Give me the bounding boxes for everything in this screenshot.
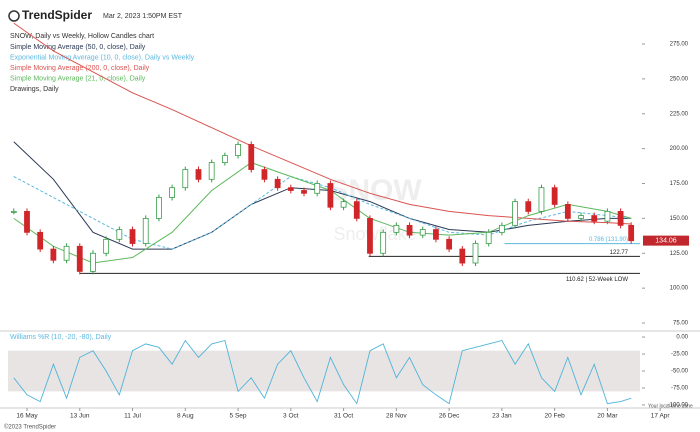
- y-tick-label: -25.00: [671, 352, 689, 358]
- y-tick-label: 75.00: [673, 321, 689, 327]
- candle: [459, 248, 466, 264]
- legend-entry: Exponential Moving Average (10, 0, close…: [10, 54, 195, 61]
- level-label: 0.786 (131.90): [589, 237, 628, 243]
- candle: [182, 169, 189, 189]
- candle: [604, 211, 611, 222]
- logo-icon: [8, 10, 20, 22]
- candle: [63, 245, 70, 261]
- x-tick-label: 8 Aug: [177, 413, 194, 420]
- x-tick-label: 5 Sep: [230, 413, 247, 420]
- y-tick-label: 175.00: [670, 181, 689, 187]
- candle: [208, 162, 215, 180]
- candle: [261, 169, 268, 180]
- candle: [419, 229, 426, 236]
- candle: [340, 201, 347, 208]
- candle: [327, 183, 334, 208]
- x-tick-label: 23 Jan: [492, 413, 512, 420]
- candle: [628, 224, 635, 242]
- candle: [525, 201, 532, 212]
- candle: [90, 252, 96, 272]
- candle: [248, 144, 255, 170]
- candle: [353, 201, 360, 219]
- candle: [485, 231, 492, 244]
- candle: [116, 229, 123, 240]
- x-tick-label: 16 May: [16, 413, 38, 420]
- candle: [314, 183, 321, 194]
- candle: [472, 243, 479, 264]
- candle: [274, 178, 281, 189]
- candle: [142, 217, 149, 244]
- y-tick-label: 225.00: [670, 111, 689, 117]
- candle: [287, 187, 294, 191]
- level-label: 122.77: [610, 250, 629, 256]
- candle: [393, 224, 400, 233]
- y-tick-label: 200.00: [670, 146, 689, 152]
- candle: [301, 190, 307, 194]
- candle: [50, 248, 57, 261]
- candle: [37, 231, 44, 250]
- candle: [617, 211, 624, 226]
- candle: [10, 211, 17, 213]
- y-tick-label: -75.00: [671, 386, 689, 392]
- legend-entry: Simple Moving Average (50, 0, close), Da…: [10, 44, 146, 51]
- legend-title: SNOW, Daily vs Weekly, Hollow Candles ch…: [10, 33, 154, 40]
- candle: [76, 245, 83, 272]
- watermark: Snowflake: [333, 224, 416, 244]
- legend-entry: Drawings, Daily: [10, 86, 59, 93]
- candle: [24, 211, 30, 233]
- timezone: Your local time zone: [648, 403, 693, 409]
- candle: [433, 229, 439, 240]
- y-tick-label: 150.00: [670, 216, 689, 222]
- y-tick-label: -50.00: [671, 369, 689, 375]
- x-tick-label: 31 Oct: [334, 413, 353, 420]
- candle: [129, 229, 136, 244]
- candle: [498, 224, 505, 233]
- x-tick-label: 28 Nov: [386, 413, 407, 420]
- y-tick-label: 100.00: [670, 286, 689, 292]
- y-tick-label: 275.00: [670, 42, 689, 48]
- candle: [235, 144, 241, 157]
- price-tag-label: 134.06: [655, 237, 677, 244]
- level-label: 110.62 | 52-Week LOW: [566, 277, 628, 283]
- candle: [380, 231, 387, 254]
- y-tick-label: -100.00: [668, 403, 689, 409]
- candle: [156, 197, 162, 219]
- candle: [551, 187, 558, 205]
- x-tick-label: 11 Jul: [124, 413, 141, 420]
- candle: [367, 217, 373, 254]
- ma-line: [13, 22, 632, 225]
- candle: [195, 169, 202, 180]
- candle: [538, 187, 545, 212]
- candle: [446, 238, 453, 250]
- candle: [169, 187, 176, 198]
- x-tick-label: 20 Feb: [545, 413, 566, 420]
- x-tick-label: 13 Jun: [70, 413, 90, 420]
- legend-entry: Simple Moving Average (200, 0, close), D…: [10, 65, 150, 72]
- candle: [591, 215, 598, 222]
- candle: [406, 224, 413, 236]
- band: [8, 350, 640, 392]
- y-tick-label: 0.00: [676, 335, 688, 341]
- price-tag: [643, 235, 689, 246]
- candle: [512, 201, 518, 226]
- copyright: ©2023 TrendSpider: [4, 424, 56, 431]
- panel-title: Williams %R (10, -20, -80), Daily: [10, 334, 112, 341]
- candle: [564, 204, 571, 219]
- candle: [221, 155, 228, 163]
- candle: [578, 215, 584, 219]
- legend-entry: Simple Moving Average (21, 0, close), Da…: [10, 75, 146, 82]
- x-tick-label: 17 Apr: [651, 413, 671, 420]
- x-tick-label: 26 Dec: [439, 413, 460, 420]
- y-tick-label: 250.00: [670, 76, 689, 82]
- indicator-line: [13, 339, 632, 405]
- x-tick-label: 3 Oct: [283, 413, 299, 420]
- x-tick-label: 20 Mar: [597, 413, 618, 420]
- candle: [103, 238, 110, 254]
- timestamp: Mar 2, 2023 1:50PM EST: [103, 13, 183, 20]
- y-tick-label: 125.00: [670, 251, 689, 257]
- logo: TrendSpider: [22, 8, 92, 22]
